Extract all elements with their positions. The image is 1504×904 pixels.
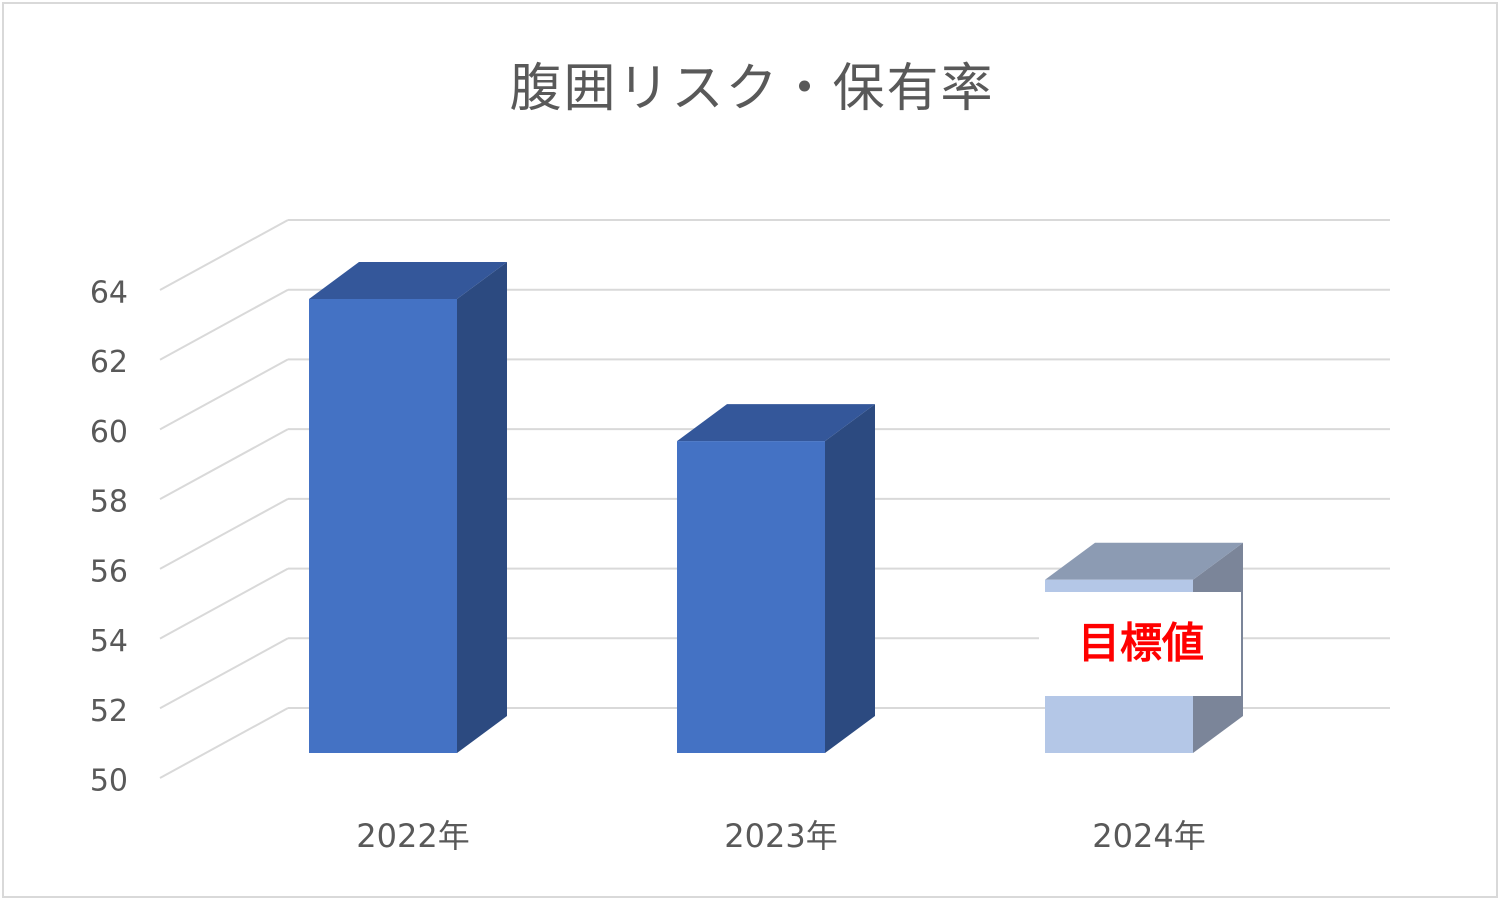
bar-top xyxy=(309,262,507,299)
gridline-diagonal xyxy=(159,567,289,640)
x-tick-label: 2022年 xyxy=(356,817,469,855)
bar xyxy=(677,441,825,753)
x-tick-label: 2024年 xyxy=(1092,817,1205,855)
y-tick-label: 56 xyxy=(90,554,128,589)
gridline-diagonal xyxy=(159,358,289,431)
bar-side xyxy=(825,404,875,753)
bar-side xyxy=(457,262,507,753)
y-tick-label: 58 xyxy=(90,485,128,520)
y-tick-label: 62 xyxy=(90,345,128,380)
bar-top xyxy=(1045,542,1243,580)
bar-top xyxy=(677,404,875,442)
y-tick-label: 52 xyxy=(90,694,128,729)
gridline-diagonal xyxy=(159,497,289,570)
annotation-box xyxy=(1039,592,1241,696)
y-tick-label: 60 xyxy=(90,415,128,450)
gridline-diagonal xyxy=(159,428,289,501)
y-tick-label: 64 xyxy=(90,276,128,311)
gridline-diagonal xyxy=(159,288,289,361)
y-tick-label: 54 xyxy=(90,624,128,659)
x-tick-label: 2023年 xyxy=(724,817,837,855)
y-tick-label: 50 xyxy=(90,764,128,799)
gridline-diagonal xyxy=(159,637,289,710)
annotation-label: 目標値 xyxy=(1078,619,1204,668)
bar xyxy=(309,299,457,753)
gridline-diagonal xyxy=(159,219,289,291)
gridline-diagonal xyxy=(159,707,289,779)
chart-title: 腹囲リスク・保有率 xyxy=(509,59,995,119)
